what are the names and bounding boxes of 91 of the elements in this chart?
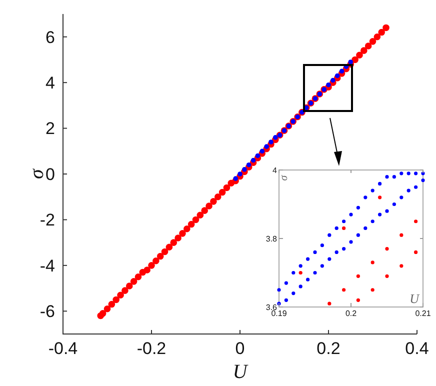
point xyxy=(385,274,389,278)
point xyxy=(356,206,360,210)
point xyxy=(414,185,418,189)
point xyxy=(292,270,296,275)
point xyxy=(260,148,265,154)
point xyxy=(334,250,338,254)
point xyxy=(313,250,317,254)
point xyxy=(349,212,353,216)
point xyxy=(392,175,396,179)
point xyxy=(255,153,260,158)
x-tick-label: -0.4 xyxy=(48,339,78,358)
x-tick-label: 0 xyxy=(235,339,245,358)
point xyxy=(233,176,238,181)
y-axis-title: σ xyxy=(278,174,290,181)
point xyxy=(385,175,389,179)
x-tick-label: 0.19 xyxy=(271,309,288,318)
x-axis-title: U xyxy=(410,291,421,306)
point xyxy=(313,270,317,275)
point xyxy=(320,244,324,248)
point xyxy=(400,264,404,268)
point xyxy=(298,264,302,268)
point xyxy=(378,212,382,216)
point xyxy=(385,209,389,213)
point xyxy=(320,264,324,268)
point xyxy=(342,226,346,230)
point xyxy=(356,274,360,278)
x-axis-title: U xyxy=(232,361,249,383)
y-tick-label: 6 xyxy=(46,28,55,47)
point xyxy=(277,288,281,292)
point xyxy=(298,284,302,288)
point xyxy=(326,82,331,88)
point xyxy=(334,73,340,78)
point xyxy=(392,202,396,206)
x-tick-label: 0.4 xyxy=(405,339,429,358)
point xyxy=(370,288,374,292)
point xyxy=(306,257,310,261)
x-tick-label: 0.21 xyxy=(415,309,432,318)
point xyxy=(292,292,296,296)
y-tick-label: -2 xyxy=(40,210,55,230)
point xyxy=(328,302,332,306)
point xyxy=(414,172,418,176)
point xyxy=(328,257,332,261)
point xyxy=(284,281,288,285)
point xyxy=(406,172,410,176)
point xyxy=(250,158,256,163)
y-tick-label: 2 xyxy=(46,119,55,138)
point xyxy=(370,260,374,264)
x-tick-label: -0.2 xyxy=(136,339,166,358)
point xyxy=(421,178,425,182)
y-tick-label: -4 xyxy=(40,256,55,276)
y-tick-label: 4 xyxy=(272,166,278,175)
point xyxy=(349,240,353,244)
y-tick-label: 3.8 xyxy=(266,234,278,244)
y-tick-label: 0 xyxy=(46,164,55,184)
point xyxy=(348,60,354,64)
x-tick-label: 0.2 xyxy=(316,339,340,358)
y-tick-label: 4 xyxy=(46,74,55,93)
point xyxy=(284,298,288,302)
point xyxy=(406,188,410,192)
point xyxy=(364,226,368,230)
point xyxy=(385,246,389,251)
point xyxy=(342,220,346,224)
point xyxy=(246,162,252,168)
point xyxy=(264,144,269,149)
point xyxy=(330,78,336,83)
point xyxy=(334,226,338,230)
point xyxy=(400,233,404,237)
y-tick-label: -6 xyxy=(40,302,55,322)
point xyxy=(342,246,346,251)
point xyxy=(238,172,242,176)
point xyxy=(342,288,346,292)
point xyxy=(364,196,368,200)
point xyxy=(339,68,344,74)
x-tick-label: 0.2 xyxy=(345,309,358,318)
point xyxy=(414,220,418,224)
y-tick-label: 3.6 xyxy=(266,302,278,312)
point xyxy=(268,140,274,144)
point xyxy=(306,278,310,282)
point xyxy=(378,182,382,186)
point xyxy=(400,172,404,176)
point xyxy=(242,167,247,172)
point xyxy=(356,298,360,302)
point xyxy=(370,188,374,192)
point xyxy=(328,233,332,237)
point xyxy=(400,196,404,200)
point xyxy=(378,196,382,200)
point xyxy=(370,220,374,224)
point xyxy=(298,270,302,275)
point xyxy=(356,233,360,237)
point xyxy=(273,135,278,140)
point xyxy=(414,250,418,254)
